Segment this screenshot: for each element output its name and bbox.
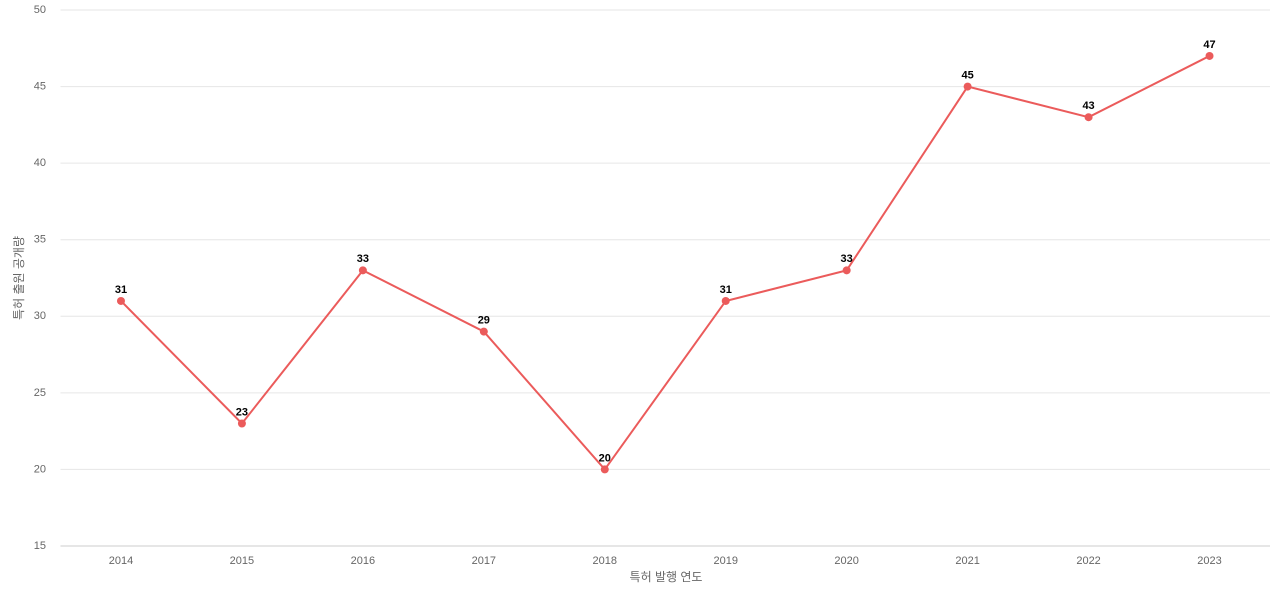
- x-tick-label: 2015: [230, 555, 254, 567]
- y-tick-label: 40: [34, 157, 46, 169]
- point: [237, 419, 246, 428]
- y-tick-label: 30: [34, 310, 46, 322]
- value-label: 23: [236, 406, 248, 418]
- point: [116, 296, 125, 305]
- point: [842, 266, 851, 275]
- point: [721, 296, 730, 305]
- point: [600, 465, 609, 474]
- y-tick-label: 50: [34, 4, 46, 16]
- value-label: 20: [599, 452, 611, 464]
- point: [1084, 113, 1093, 122]
- y-axis-label: 특허 출원 공개량: [12, 236, 26, 320]
- x-tick-label: 2018: [593, 555, 617, 567]
- x-tick-label: 2022: [1076, 555, 1100, 567]
- x-tick-label: 2014: [109, 555, 133, 567]
- y-tick-label: 15: [34, 540, 46, 552]
- x-tick-label: 2023: [1197, 555, 1221, 567]
- value-label: 47: [1203, 39, 1215, 51]
- y-tick-label: 20: [34, 463, 46, 475]
- point: [1205, 51, 1214, 60]
- y-tick-label: 45: [34, 80, 46, 92]
- value-label: 31: [720, 284, 732, 296]
- value-label: 43: [1082, 100, 1094, 112]
- x-tick-label: 2017: [472, 555, 496, 567]
- point: [358, 266, 367, 275]
- x-tick-label: 2020: [834, 555, 858, 567]
- y-tick-label: 35: [34, 234, 46, 246]
- point: [479, 327, 488, 336]
- value-label: 45: [962, 69, 974, 81]
- x-tick-label: 2019: [713, 555, 737, 567]
- value-label: 33: [841, 253, 853, 265]
- x-tick-label: 2016: [351, 555, 375, 567]
- point: [963, 82, 972, 91]
- y-tick-label: 25: [34, 387, 46, 399]
- value-label: 33: [357, 253, 369, 265]
- x-axis-label: 특허 발행 연도: [630, 569, 703, 584]
- value-label: 31: [115, 284, 127, 296]
- x-tick-label: 2021: [955, 555, 979, 567]
- value-label: 29: [478, 315, 490, 327]
- series-line: [120, 55, 1210, 472]
